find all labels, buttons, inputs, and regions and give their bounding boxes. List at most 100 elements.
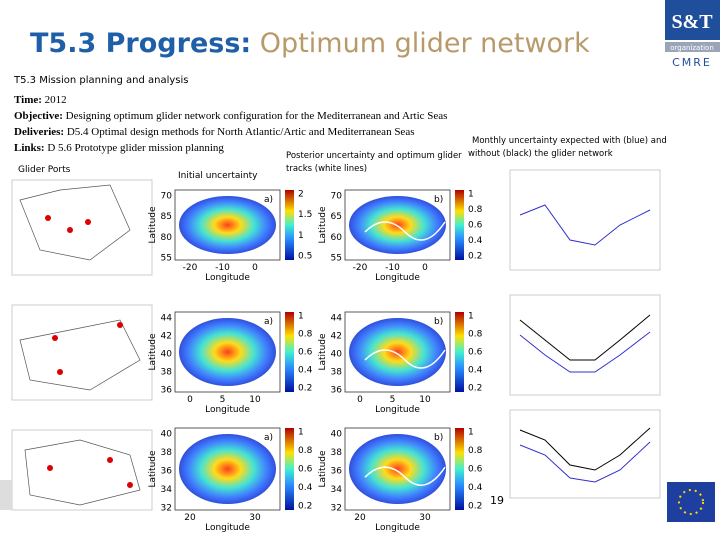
port-map [11, 429, 153, 511]
colorbar-tick-label: 0.4 [468, 366, 483, 376]
logo-mark: S&T [671, 11, 713, 33]
caption: Posterior uncertainty and optimum glider… [286, 151, 462, 174]
colorbar [455, 190, 464, 260]
panel-tag: b) [434, 195, 443, 205]
lon-tick-label: -10 [385, 263, 400, 273]
info-label: Links: [14, 142, 45, 154]
lon-tick-label: 0 [187, 395, 193, 405]
lat-tick-label: 60 [331, 233, 343, 243]
colorbar-tick-label: 1 [298, 428, 304, 438]
info-line: Time: 2012 [14, 94, 67, 106]
page-number: 19 [490, 494, 504, 507]
glider-track [364, 349, 446, 369]
colorbar-tick-label: 0.4 [298, 366, 313, 376]
lat-tick-label: 42 [331, 332, 342, 342]
eu-stars [678, 489, 704, 515]
caption-box: Posterior uncertainty and optimum glider… [286, 151, 462, 174]
uncertainty-field [179, 196, 276, 254]
panel-tag: b) [434, 317, 443, 327]
caption: Glider Ports [18, 165, 71, 175]
colorbar-tick-label: 0.6 [468, 465, 483, 475]
colorbar-tick-label: 0.5 [298, 252, 312, 262]
plot-frame [509, 169, 661, 271]
lat-tick-label: 36 [161, 386, 173, 396]
eu-flag [667, 482, 715, 522]
caption-box: Monthly uncertainty expected with (blue)… [468, 136, 667, 159]
line-plots [509, 169, 661, 499]
info-line: Deliveries: D5.4 Optimal design methods … [14, 126, 414, 138]
lat-tick-label: 38 [331, 368, 343, 378]
colorbar-tick-label: 0.6 [298, 348, 313, 358]
lat-label: Latitude [318, 450, 328, 488]
lat-tick-label: 40 [331, 350, 343, 360]
lat-tick-label: 42 [161, 332, 172, 342]
lat-label: Latitude [318, 333, 328, 371]
lat-tick-label: 44 [331, 314, 343, 324]
lat-tick-label: 80 [161, 233, 173, 243]
lat-tick-label: 40 [331, 430, 343, 440]
lat-tick-label: 32 [161, 504, 172, 514]
glider-track [364, 221, 446, 241]
info-label: Objective: [14, 110, 63, 122]
port [57, 369, 63, 375]
info-line: Links: D 5.6 Prototype glider mission pl… [14, 142, 224, 154]
lon-tick-label: -20 [183, 263, 198, 273]
line-blue [519, 204, 651, 246]
colorbar-tick-label: 0.2 [468, 502, 482, 512]
lat-tick-label: 34 [161, 485, 173, 495]
glider-track [364, 466, 446, 486]
colorbar-tick-label: 0.2 [298, 384, 312, 394]
lon-tick-label: 5 [390, 395, 396, 405]
logo-line2: CMRE [672, 56, 712, 69]
info-text: Designing optimum glider network configu… [66, 110, 448, 122]
lon-label: Longitude [375, 273, 420, 283]
lon-tick-label: -10 [215, 263, 230, 273]
colorbar-tick-label: 0.6 [468, 348, 483, 358]
colorbar [285, 428, 294, 510]
info-label: Time: [14, 94, 42, 106]
lon-tick-label: 30 [249, 513, 261, 523]
coast [24, 439, 141, 506]
coast [19, 319, 141, 391]
lon-label: Longitude [205, 405, 250, 415]
lat-tick-label: 40 [161, 350, 173, 360]
colorbar-tick-label: 0.8 [468, 205, 483, 215]
info-label: Deliveries: [14, 126, 64, 138]
colorbar-tick-label: 0.8 [468, 330, 483, 340]
logo-box [665, 0, 720, 40]
lat-label: Latitude [148, 450, 158, 488]
port [107, 457, 113, 463]
uncertainty-field [349, 318, 446, 386]
port [47, 465, 53, 471]
lat-tick-label: 70 [331, 192, 343, 202]
lat-label: Latitude [318, 206, 328, 244]
colorbar-tick-label: 0.8 [298, 330, 313, 340]
colorbar-tick-label: 0.6 [298, 465, 313, 475]
lat-tick-label: 55 [161, 254, 172, 264]
line-black [519, 427, 651, 471]
title: T5.3 Progress: Optimum glider network [30, 28, 590, 59]
colorbar-tick-label: 0.2 [298, 502, 312, 512]
uncertainty-field [179, 318, 276, 386]
uncertainty-field [349, 196, 446, 254]
lon-tick-label: 0 [422, 263, 428, 273]
colorbar-tick-label: 0.6 [468, 221, 483, 231]
colorbar [285, 312, 294, 392]
colorbar-tick-label: 1 [298, 231, 304, 241]
lon-tick-label: -20 [353, 263, 368, 273]
footer-shape [0, 480, 12, 510]
lat-label: Latitude [148, 333, 158, 371]
logo: S&T organization CMRE [665, 0, 720, 69]
info-heading: T5.3 Mission planning and analysis [13, 75, 188, 86]
colorbar [455, 428, 464, 510]
colorbar-tick-label: 1.5 [298, 210, 312, 220]
lon-tick-label: 10 [249, 395, 261, 405]
colorbar-tick-label: 1 [468, 428, 474, 438]
colorbar-tick-label: 0.8 [468, 446, 483, 456]
lon-tick-label: 30 [419, 513, 431, 523]
port [117, 322, 123, 328]
colorbar-tick-label: 0.4 [298, 483, 313, 493]
lon-tick-label: 5 [220, 395, 226, 405]
plot-frame [509, 294, 661, 396]
lon-label: Longitude [375, 523, 420, 533]
